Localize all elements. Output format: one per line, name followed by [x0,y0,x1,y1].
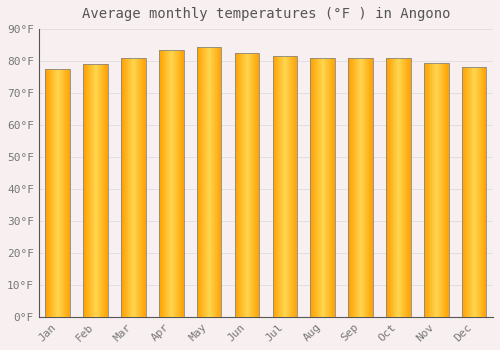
Bar [159,50,184,317]
Bar [424,63,448,317]
Bar [159,50,184,317]
Bar [46,69,70,317]
Bar [386,58,410,317]
Bar [272,56,297,317]
Bar [46,69,70,317]
Bar [272,56,297,317]
Bar [462,68,486,317]
Bar [424,63,448,317]
Bar [462,68,486,317]
Bar [234,53,260,317]
Bar [386,58,410,317]
Bar [121,58,146,317]
Bar [84,64,108,317]
Bar [310,58,335,317]
Bar [197,47,222,317]
Bar [121,58,146,317]
Bar [234,53,260,317]
Bar [348,58,373,317]
Bar [348,58,373,317]
Bar [84,64,108,317]
Title: Average monthly temperatures (°F ) in Angono: Average monthly temperatures (°F ) in An… [82,7,450,21]
Bar [310,58,335,317]
Bar [197,47,222,317]
